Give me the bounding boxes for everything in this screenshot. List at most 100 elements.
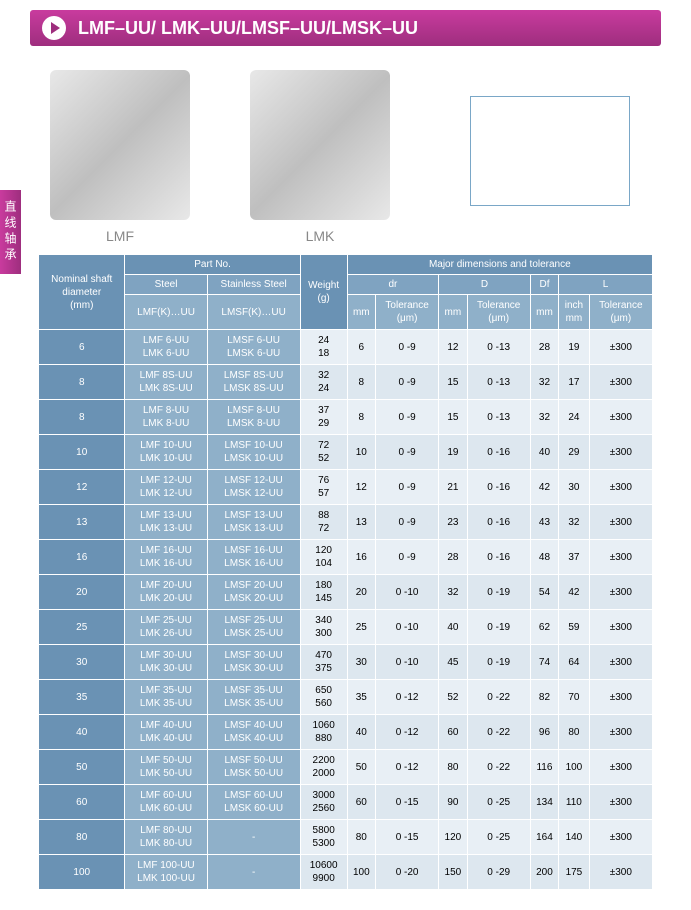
cell: 0 -22 xyxy=(467,750,530,785)
th-steel: Steel xyxy=(125,275,207,295)
cell: 8 xyxy=(347,400,375,435)
cell: 0 -22 xyxy=(467,715,530,750)
image-lmf: LMF xyxy=(50,70,190,244)
th-dr: dr xyxy=(347,275,439,295)
cell: 15 xyxy=(439,365,467,400)
cell: 54 xyxy=(530,575,558,610)
cell: 1060 880 xyxy=(300,715,347,750)
product-photo-lmf xyxy=(50,70,190,220)
cell: - xyxy=(207,855,300,890)
cell: ±300 xyxy=(589,365,652,400)
cell: 12 xyxy=(39,470,125,505)
th-D: D xyxy=(439,275,531,295)
cell: 6 xyxy=(347,330,375,365)
cell: 35 xyxy=(347,680,375,715)
cell: LMSF 60-UU LMSK 60-UU xyxy=(207,785,300,820)
cell: 2200 2000 xyxy=(300,750,347,785)
cell: 8 xyxy=(39,365,125,400)
cell: LMF 10-UU LMK 10-UU xyxy=(125,435,207,470)
cell: 0 -25 xyxy=(467,820,530,855)
cell: LMF 20-UU LMK 20-UU xyxy=(125,575,207,610)
cell: 0 -9 xyxy=(375,330,438,365)
th-L: L xyxy=(559,275,653,295)
table-row: 10LMF 10-UU LMK 10-UULMSF 10-UU LMSK 10-… xyxy=(39,435,653,470)
cell: 0 -16 xyxy=(467,540,530,575)
cell: 80 xyxy=(559,715,590,750)
table-row: 60LMF 60-UU LMK 60-UULMSF 60-UU LMSK 60-… xyxy=(39,785,653,820)
table-row: 8LMF 8S-UU LMK 8S-UULMSF 8S-UU LMSK 8S-U… xyxy=(39,365,653,400)
table-row: 13LMF 13-UU LMK 13-UULMSF 13-UU LMSK 13-… xyxy=(39,505,653,540)
cell: 150 xyxy=(439,855,467,890)
cell: 24 18 xyxy=(300,330,347,365)
cell: 8 xyxy=(347,365,375,400)
cell: 15 xyxy=(439,400,467,435)
cell: 6 xyxy=(39,330,125,365)
page-header: LMF–UU/ LMK–UU/LMSF–UU/LMSK–UU xyxy=(30,10,661,46)
table-row: 100LMF 100-UU LMK 100-UU-10600 99001000 … xyxy=(39,855,653,890)
cell: ±300 xyxy=(589,855,652,890)
cell: 80 xyxy=(347,820,375,855)
cell: LMF 25-UU LMK 26-UU xyxy=(125,610,207,645)
cell: 200 xyxy=(530,855,558,890)
product-images-row: LMF LMK xyxy=(50,66,641,244)
cell: 5800 5300 xyxy=(300,820,347,855)
cell: LMF 8-UU LMK 8-UU xyxy=(125,400,207,435)
cell: 50 xyxy=(39,750,125,785)
cell: 0 -9 xyxy=(375,540,438,575)
table-row: 8 LMF 8-UU LMK 8-UULMSF 8-UU LMSK 8-UU37 … xyxy=(39,400,653,435)
th-stainless: Stainless Steel xyxy=(207,275,300,295)
cell: - xyxy=(207,820,300,855)
cell: 10 xyxy=(347,435,375,470)
side-tab: 直线轴承 xyxy=(0,190,21,274)
cell: 470 375 xyxy=(300,645,347,680)
cell: 13 xyxy=(347,505,375,540)
th-partno: Part No. xyxy=(125,255,300,275)
cell: 0 -13 xyxy=(467,330,530,365)
cell: 17 xyxy=(559,365,590,400)
cell: 40 xyxy=(347,715,375,750)
cell: 13 xyxy=(39,505,125,540)
cell: ±300 xyxy=(589,610,652,645)
th-dr-tol: Tolerance (μm) xyxy=(375,295,438,330)
cell: 19 xyxy=(439,435,467,470)
cell: 96 xyxy=(530,715,558,750)
cell: 0 -12 xyxy=(375,680,438,715)
cell: 100 xyxy=(559,750,590,785)
cell: LMSF 8S-UU LMSK 8S-UU xyxy=(207,365,300,400)
image-diagram xyxy=(450,66,650,244)
cell: 20 xyxy=(347,575,375,610)
cell: 60 xyxy=(347,785,375,820)
cell: 650 560 xyxy=(300,680,347,715)
cell: LMSF 25-UU LMSK 25-UU xyxy=(207,610,300,645)
cell: ±300 xyxy=(589,330,652,365)
th-Df: Df xyxy=(530,275,558,295)
cell: LMSF 6-UU LMSK 6-UU xyxy=(207,330,300,365)
cell: LMSF 8-UU LMSK 8-UU xyxy=(207,400,300,435)
cell: LMF 6-UU LMK 6-UU xyxy=(125,330,207,365)
cell: 3000 2560 xyxy=(300,785,347,820)
cell: 0 -9 xyxy=(375,400,438,435)
cell: 0 -22 xyxy=(467,680,530,715)
cell: 24 xyxy=(559,400,590,435)
cell: 120 xyxy=(439,820,467,855)
cell: 37 29 xyxy=(300,400,347,435)
cell: 134 xyxy=(530,785,558,820)
cell: LMSF 12-UU LMSK 12-UU xyxy=(207,470,300,505)
cell: 10600 9900 xyxy=(300,855,347,890)
cell: 0 -16 xyxy=(467,470,530,505)
cell: 60 xyxy=(39,785,125,820)
table-row: 20LMF 20-UU LMK 20-UULMSF 20-UU LMSK 20-… xyxy=(39,575,653,610)
cell: LMF 12-UU LMK 12-UU xyxy=(125,470,207,505)
table-row: 6LMF 6-UU LMK 6-UULMSF 6-UU LMSK 6-UU24 … xyxy=(39,330,653,365)
image-label-lmk: LMK xyxy=(250,228,390,244)
cell: 45 xyxy=(439,645,467,680)
cell: 29 xyxy=(559,435,590,470)
cell: 19 xyxy=(559,330,590,365)
cell: 12 xyxy=(347,470,375,505)
table-row: 50LMF 50-UU LMK 50-UULMSF 50-UU LMSK 50-… xyxy=(39,750,653,785)
th-Df-mm: mm xyxy=(530,295,558,330)
cell: 0 -9 xyxy=(375,365,438,400)
cell: ±300 xyxy=(589,820,652,855)
cell: 32 xyxy=(559,505,590,540)
cell: LMF 40-UU LMK 40-UU xyxy=(125,715,207,750)
